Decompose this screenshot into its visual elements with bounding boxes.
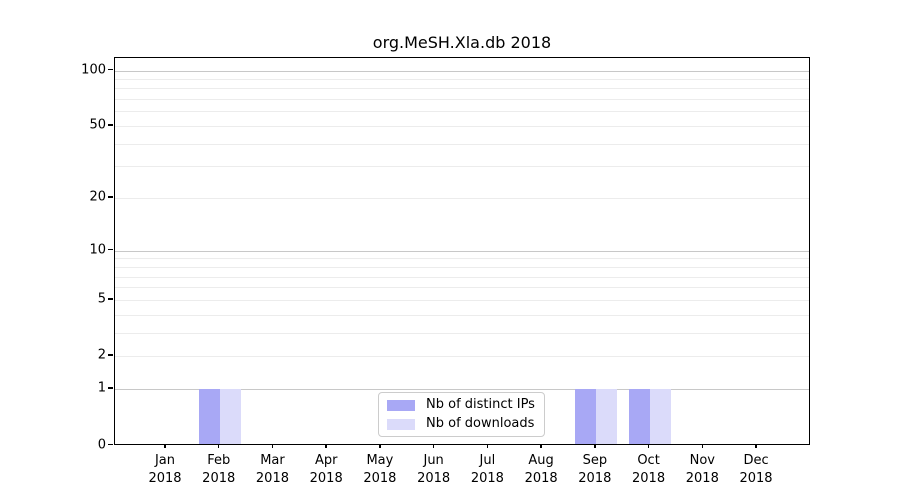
gridline-minor	[115, 258, 809, 260]
y-tick	[108, 196, 113, 198]
x-tick-label: Oct 2018	[632, 453, 666, 486]
y-tick-label: 2	[97, 347, 106, 363]
y-tick	[108, 298, 113, 300]
gridline-minor	[115, 266, 809, 268]
y-tick	[108, 124, 113, 126]
legend-label-downloads: Nb of downloads	[426, 416, 535, 431]
legend-swatch-distinct-ips	[387, 399, 415, 411]
y-tick-label: 50	[89, 117, 106, 133]
x-tick-label: Jun 2018	[417, 453, 451, 486]
x-tick-label: Sep 2018	[578, 453, 612, 486]
bar-downloads	[649, 389, 671, 444]
gridline-minor	[115, 314, 809, 316]
bar-distinct-ips	[198, 389, 220, 444]
gridline-minor	[115, 287, 809, 289]
y-tick	[108, 248, 113, 251]
y-tick-label: 20	[89, 189, 106, 205]
x-tick-label: Nov 2018	[685, 453, 719, 486]
x-tick-label: Jan 2018	[148, 453, 182, 486]
bar-downloads	[595, 389, 617, 444]
y-tick-label: 0	[97, 437, 106, 452]
x-tick-label: Mar 2018	[255, 453, 289, 486]
chart-title: org.MeSH.Xla.db 2018	[372, 33, 552, 52]
y-tick	[108, 387, 113, 389]
gridline-minor	[115, 126, 809, 128]
x-tick-label: Jul 2018	[470, 453, 504, 486]
y-tick	[108, 68, 113, 71]
gridline-minor	[115, 276, 809, 278]
gridline-minor	[115, 299, 809, 301]
gridline-minor	[115, 111, 809, 113]
y-tick-label: 5	[97, 291, 106, 307]
legend-item-distinct-ips: Nb of distinct IPs	[387, 398, 536, 412]
bar-distinct-ips	[574, 389, 596, 444]
plot-area	[114, 57, 810, 445]
gridline-minor	[115, 198, 809, 200]
x-tick-label: Apr 2018	[309, 453, 343, 486]
bar-downloads	[219, 389, 241, 444]
y-tick	[108, 354, 113, 356]
legend-item-downloads: Nb of downloads	[387, 417, 536, 431]
gridline-minor	[115, 332, 809, 334]
gridline-minor	[115, 78, 809, 80]
y-tick-label: 10	[89, 242, 106, 258]
y-tick-label: 1	[97, 380, 106, 396]
legend-label-distinct-ips: Nb of distinct IPs	[426, 397, 535, 412]
gridline-minor	[115, 88, 809, 90]
gridline-minor	[115, 143, 809, 145]
bar-distinct-ips	[628, 389, 650, 444]
gridline-minor	[115, 356, 809, 358]
gridline-decade	[115, 70, 809, 72]
gridline-minor	[115, 166, 809, 168]
y-tick-label: 100	[81, 62, 106, 77]
gridline-decade	[115, 389, 809, 391]
legend: Nb of distinct IPs Nb of downloads	[378, 392, 545, 437]
y-tick	[108, 443, 113, 446]
x-tick-label: Feb 2018	[202, 453, 236, 486]
gridline-decade	[115, 250, 809, 252]
gridline-minor	[115, 99, 809, 101]
x-tick-label: Aug 2018	[524, 453, 558, 486]
x-tick-label: Dec 2018	[739, 453, 773, 486]
x-tick-label: May 2018	[363, 453, 397, 486]
legend-swatch-downloads	[387, 418, 415, 430]
